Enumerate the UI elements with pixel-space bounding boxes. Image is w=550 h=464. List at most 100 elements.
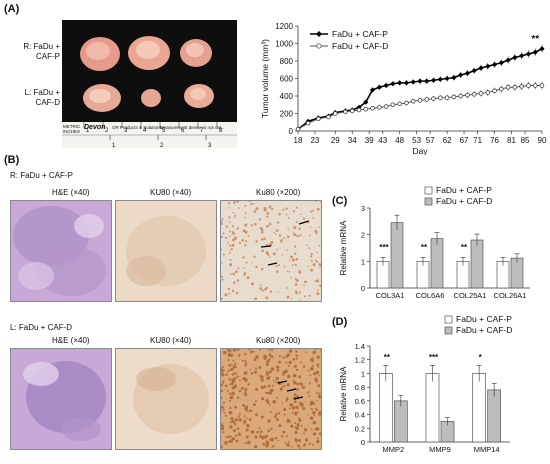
col-title-he-2: H&E (×40) (52, 336, 90, 345)
nucleus-dot (288, 259, 291, 262)
nucleus-dot (228, 201, 231, 205)
nucleus-dot (259, 284, 262, 286)
legend-marker (316, 31, 322, 37)
significance-marker: ** (421, 243, 428, 252)
nucleus-dot (238, 389, 242, 393)
nucleus-dot (296, 383, 299, 386)
nucleus-dot (281, 402, 284, 404)
category-label: MMP9 (429, 445, 451, 454)
nucleus-dot (243, 272, 247, 275)
nucleus-dot (286, 295, 290, 299)
nucleus-dot (221, 405, 224, 409)
x-tick-label: 53 (412, 136, 421, 145)
nucleus-dot (235, 270, 238, 273)
nucleus-dot (312, 402, 315, 405)
data-point (390, 81, 396, 87)
nucleus-dot (221, 297, 223, 301)
nucleus-dot (316, 399, 318, 402)
nucleus-dot (221, 383, 224, 387)
nucleus-dot (244, 240, 248, 243)
data-point (417, 78, 423, 84)
nucleus-dot (229, 425, 233, 429)
nucleus-dot (275, 413, 278, 416)
nucleus-dot (260, 267, 264, 271)
legend-swatch (424, 186, 433, 195)
nucleus-dot (298, 375, 302, 379)
nucleus-dot (294, 252, 297, 255)
ku80-image-cafp (115, 200, 217, 302)
nucleus-dot (244, 378, 248, 382)
nucleus-dot (244, 442, 247, 445)
nucleus-dot (279, 239, 283, 243)
nucleus-dot (222, 380, 225, 383)
nucleus-dot (238, 353, 241, 356)
data-point (390, 102, 396, 107)
nucleus-dot (316, 292, 320, 296)
nucleus-dot (299, 382, 303, 386)
nucleus-dot (243, 415, 246, 418)
nucleus-dot (278, 234, 282, 237)
data-point (431, 96, 436, 101)
nucleus-dot (221, 389, 224, 393)
nucleus-dot (222, 232, 225, 235)
bar (510, 257, 524, 289)
nucleus-dot (315, 201, 317, 203)
nucleus-dot (231, 243, 235, 247)
nucleus-dot (296, 220, 298, 223)
nucleus-dot (298, 291, 301, 294)
nucleus-dot (227, 358, 230, 361)
nucleus-dot (267, 429, 271, 433)
legend-swatch (444, 326, 453, 335)
ruler-cm-label: 6 (181, 128, 185, 134)
data-point (397, 80, 403, 86)
nucleus-dot (259, 287, 262, 290)
x-axis-label: Day (412, 146, 428, 155)
nucleus-dot (287, 374, 291, 378)
nucleus-dot (245, 417, 248, 419)
nucleus-dot (292, 210, 295, 213)
nucleus-dot (318, 412, 321, 416)
nucleus-dot (288, 407, 291, 410)
nucleus-dot (316, 251, 318, 254)
nucleus-dot (294, 245, 297, 248)
y-tick-label: 1 (361, 369, 365, 378)
nucleus-dot (261, 249, 264, 253)
nucleus-dot (298, 418, 302, 423)
nucleus-dot (225, 236, 228, 239)
significance-marker: *** (379, 243, 389, 252)
nucleus-dot (221, 410, 223, 412)
nucleus-dot (246, 276, 250, 280)
nucleus-dot (231, 289, 235, 293)
nucleus-dot (236, 279, 240, 282)
nucleus-dot (277, 291, 279, 294)
nucleus-dot (292, 358, 296, 361)
nucleus-dot (266, 215, 269, 218)
nucleus-dot (309, 416, 314, 420)
legend-label: FaDu + CAF-D (436, 196, 492, 206)
nucleus-dot (250, 224, 254, 227)
nucleus-dot (227, 349, 230, 351)
nucleus-dot (286, 383, 290, 387)
nucleus-dot (274, 415, 277, 418)
nucleus-dot (287, 364, 290, 367)
nucleus-dot (315, 370, 320, 375)
nucleus-dot (306, 392, 309, 394)
nucleus-dot (228, 378, 232, 381)
nucleus-dot (284, 442, 287, 444)
y-tick-label: 0.8 (355, 383, 365, 392)
data-point (525, 51, 532, 57)
nucleus-dot (316, 260, 319, 263)
nucleus-dot (255, 240, 258, 243)
nucleus-dot (244, 389, 247, 392)
nucleus-dot (231, 373, 235, 376)
nucleus-dot (243, 274, 246, 276)
nucleus-dot (227, 370, 230, 373)
nucleus-dot (232, 359, 235, 362)
nucleus-dot (276, 270, 279, 273)
data-point (377, 105, 382, 110)
nucleus-dot (318, 392, 321, 395)
nucleus-dot (319, 266, 321, 268)
nucleus-dot (298, 447, 301, 449)
nucleus-dot (266, 253, 270, 256)
nucleus-dot (242, 256, 245, 259)
